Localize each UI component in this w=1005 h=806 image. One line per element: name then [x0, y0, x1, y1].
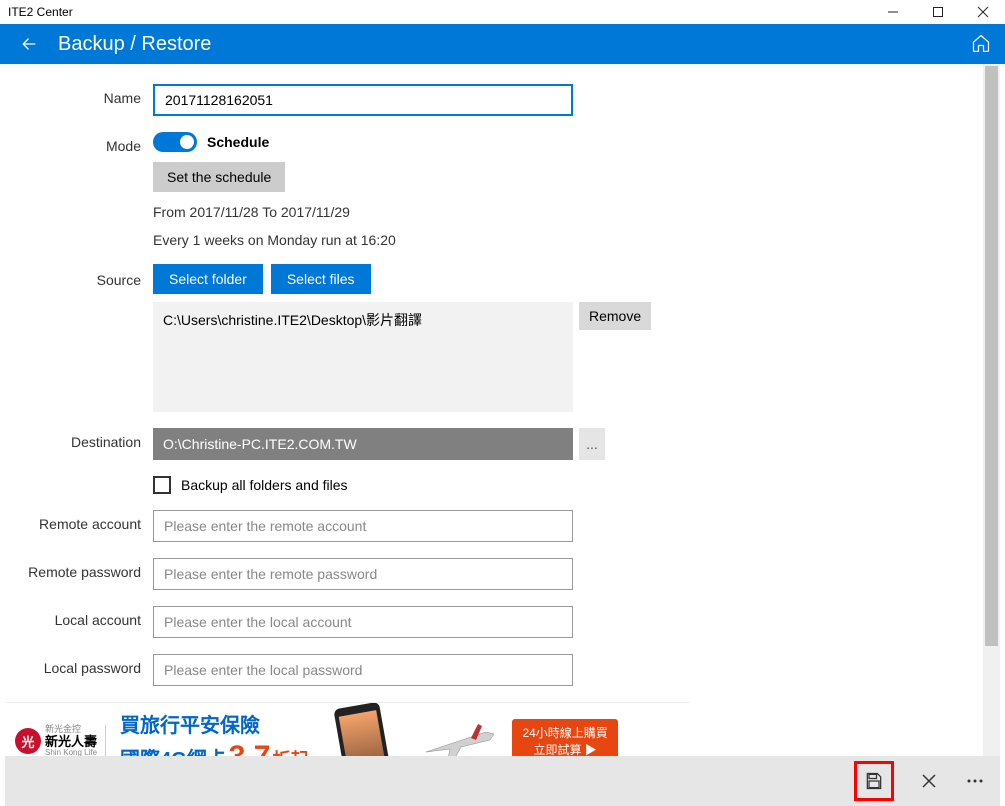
row-local-account: Local account [5, 606, 1000, 638]
row-destination: Destination O:\Christine-PC.ITE2.COM.TW … [5, 428, 1000, 460]
ad-logo-icon: 光 [15, 728, 41, 754]
window-controls [870, 0, 1005, 24]
ad-brand-cn: 新光人壽 [45, 735, 97, 749]
name-input[interactable] [153, 84, 573, 116]
row-mode: Mode Schedule Set the schedule From 2017… [5, 132, 1000, 248]
ad-phone-image [328, 707, 408, 757]
local-account-label: Local account [5, 606, 153, 628]
maximize-button[interactable] [915, 0, 960, 24]
select-files-button[interactable]: Select files [271, 264, 371, 294]
destination-field[interactable]: O:\Christine-PC.ITE2.COM.TW [153, 428, 573, 460]
titlebar: ITE2 Center [0, 0, 1005, 24]
close-button[interactable] [960, 0, 1005, 24]
row-source: Source Select folder Select files C:\Use… [5, 264, 1000, 412]
row-backup-all: Backup all folders and files [153, 476, 1000, 494]
destination-label: Destination [5, 428, 153, 450]
source-label: Source [5, 264, 153, 288]
remote-password-label: Remote password [5, 558, 153, 580]
save-highlight [854, 761, 894, 801]
mode-toggle[interactable] [153, 132, 197, 152]
scroll-thumb[interactable] [985, 66, 998, 646]
save-icon[interactable] [863, 770, 885, 792]
ad-logo: 光 新光金控 新光人壽 Shin Kong Life [15, 725, 106, 756]
more-icon[interactable] [964, 770, 986, 792]
ad-cta-line1: 24小時線上購買 [522, 725, 607, 742]
mode-toggle-label: Schedule [207, 134, 269, 150]
backup-all-checkbox[interactable] [153, 476, 171, 494]
schedule-recurrence: Every 1 weeks on Monday run at 16:20 [153, 232, 603, 248]
back-button[interactable] [14, 29, 44, 59]
ad-cta-line2: 立即試算 ▶ [522, 742, 607, 757]
remote-account-input[interactable] [153, 510, 573, 542]
ad-line2: 國際4G網卡 3.7 折起 [120, 740, 308, 756]
row-local-password: Local password [5, 654, 1000, 686]
row-remote-account: Remote account [5, 510, 1000, 542]
source-path-list[interactable]: C:\Users\christine.ITE2\Desktop\影片翻譯 [153, 302, 573, 412]
ad-cta[interactable]: 24小時線上購買 立即試算 ▶ [512, 719, 617, 756]
window-title: ITE2 Center [8, 5, 73, 19]
ad-line1: 買旅行平安保險 [120, 709, 308, 738]
minimize-button[interactable] [870, 0, 915, 24]
ad-brand-en: Shin Kong Life [45, 749, 97, 756]
backup-all-label: Backup all folders and files [181, 477, 348, 493]
form-content: Name Mode Schedule Set the schedule From… [5, 64, 1000, 756]
mode-label: Mode [5, 132, 153, 154]
row-name: Name [5, 84, 1000, 116]
remote-account-label: Remote account [5, 510, 153, 532]
home-icon[interactable] [971, 33, 991, 56]
name-label: Name [5, 84, 153, 106]
cancel-icon[interactable] [918, 770, 940, 792]
set-schedule-button[interactable]: Set the schedule [153, 162, 285, 192]
content-scroll[interactable]: Name Mode Schedule Set the schedule From… [5, 64, 1000, 756]
remove-button[interactable]: Remove [579, 302, 651, 330]
bottom-bar [5, 756, 1000, 806]
ad-line2-prefix: 國際4G網卡 [120, 743, 227, 756]
row-remote-password: Remote password [5, 558, 1000, 590]
ad-line2-suffix: 折起 [272, 746, 308, 756]
local-password-input[interactable] [153, 654, 573, 686]
ad-banner[interactable]: 光 新光金控 新光人壽 Shin Kong Life 買旅行平安保險 國際4G網… [5, 702, 690, 756]
source-path-item[interactable]: C:\Users\christine.ITE2\Desktop\影片翻譯 [163, 310, 563, 330]
ad-line2-num: 3.7 [229, 740, 271, 756]
schedule-range: From 2017/11/28 To 2017/11/29 [153, 204, 603, 220]
remote-password-input[interactable] [153, 558, 573, 590]
local-account-input[interactable] [153, 606, 573, 638]
destination-value: O:\Christine-PC.ITE2.COM.TW [163, 436, 357, 452]
header-bar: Backup / Restore [0, 24, 1005, 64]
ad-text: 買旅行平安保險 國際4G網卡 3.7 折起 [106, 709, 308, 756]
ad-plane-image [416, 712, 506, 757]
page-title: Backup / Restore [58, 33, 211, 56]
scrollbar[interactable] [983, 64, 1000, 756]
local-password-label: Local password [5, 654, 153, 676]
select-folder-button[interactable]: Select folder [153, 264, 263, 294]
destination-browse-button[interactable]: ... [579, 428, 605, 460]
